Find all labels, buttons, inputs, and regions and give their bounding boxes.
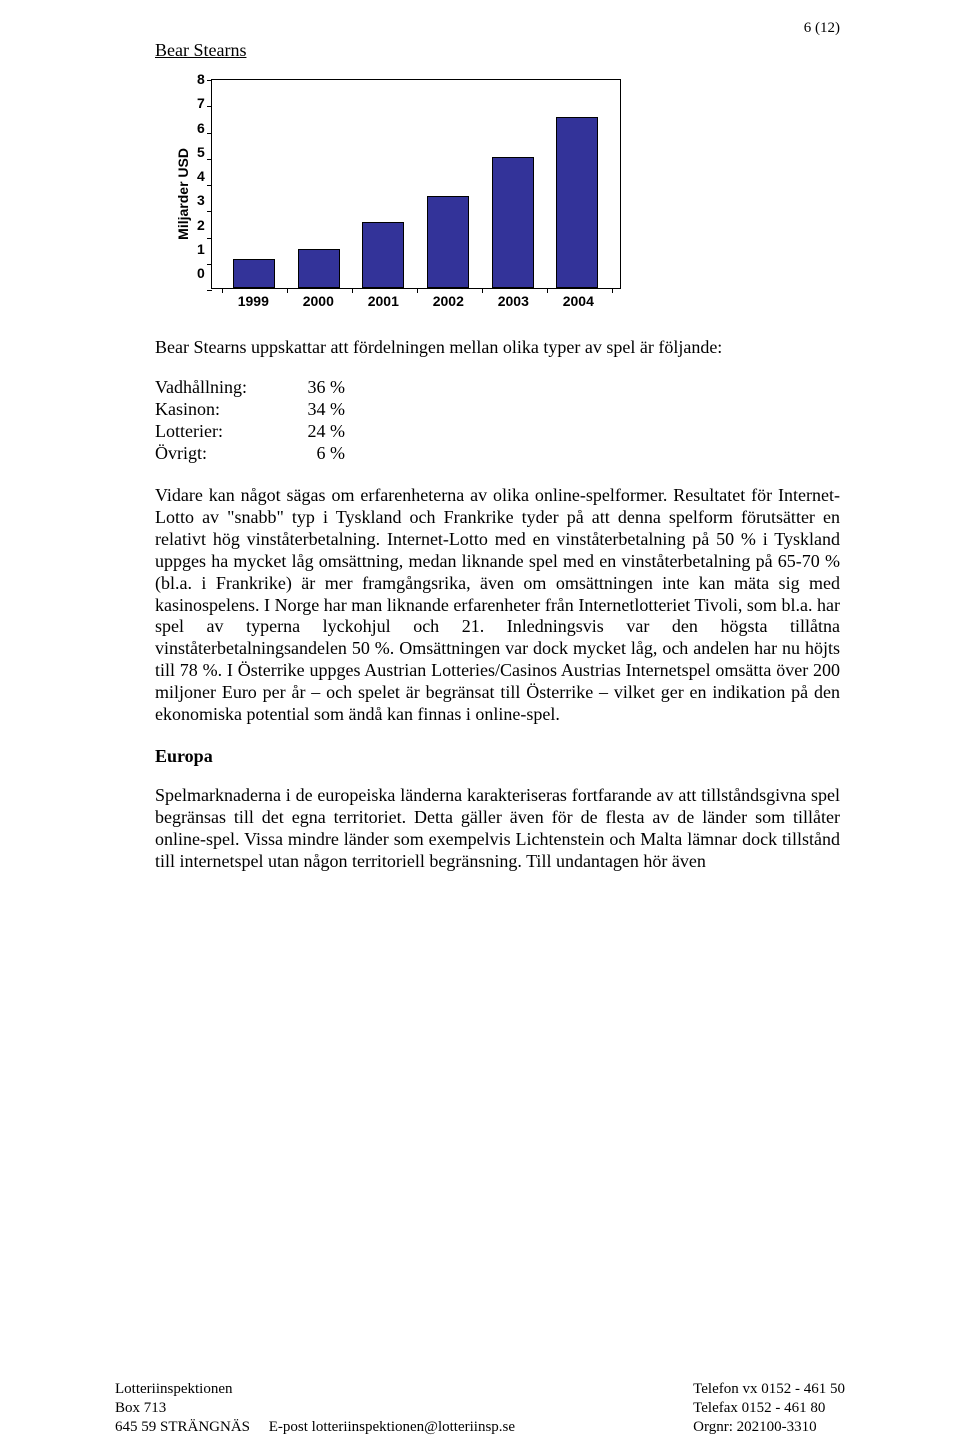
- footer-box: Box 713: [115, 1399, 515, 1418]
- distribution-value: 24 %: [285, 421, 345, 443]
- distribution-row: Kasinon:34 %: [155, 399, 840, 421]
- y-tick: 1: [197, 241, 205, 257]
- distribution-label: Övrigt:: [155, 443, 285, 465]
- distribution-value: 34 %: [285, 399, 345, 421]
- main-paragraph: Vidare kan något sägas om erfarenheterna…: [155, 485, 840, 726]
- footer-fax: Telefax 0152 - 461 80: [693, 1399, 845, 1418]
- footer-address-line: 645 59 STRÄNGNÄS E-post lotteriinspektio…: [115, 1418, 515, 1437]
- footer-right: Telefon vx 0152 - 461 50 Telefax 0152 - …: [693, 1380, 845, 1436]
- x-label: 2003: [492, 293, 534, 309]
- distribution-table: Vadhållning:36 %Kasinon:34 %Lotterier:24…: [155, 377, 840, 465]
- y-axis-ticks: 8 7 6 5 4 3 2 1 0: [197, 71, 211, 281]
- x-label: 2002: [427, 293, 469, 309]
- distribution-row: Övrigt:6 %: [155, 443, 840, 465]
- bar: [233, 259, 275, 288]
- distribution-value: 6 %: [285, 443, 345, 465]
- distribution-row: Lotterier:24 %: [155, 421, 840, 443]
- y-tick: 3: [197, 192, 205, 208]
- x-label: 2001: [362, 293, 404, 309]
- x-label: 1999: [232, 293, 274, 309]
- page-number: 6 (12): [804, 20, 840, 37]
- bar: [427, 196, 469, 288]
- y-tick: 8: [197, 71, 205, 87]
- page-footer: Lotteriinspektionen Box 713 645 59 STRÄN…: [0, 1380, 960, 1456]
- y-tick: 7: [197, 95, 205, 111]
- intro-sentence: Bear Stearns uppskattar att fördelningen…: [155, 337, 840, 359]
- footer-org: Lotteriinspektionen: [115, 1380, 515, 1399]
- bar: [492, 157, 534, 288]
- y-tick: 0: [197, 265, 205, 281]
- bar-chart: Miljarder USD 876543210 1999200020012002…: [175, 79, 840, 309]
- bar: [298, 249, 340, 288]
- distribution-label: Vadhållning:: [155, 377, 285, 399]
- footer-orgnr: Orgnr: 202100-3310: [693, 1418, 845, 1437]
- bar: [362, 222, 404, 288]
- footer-email: E-post lotteriinspektionen@lotteriinsp.s…: [269, 1419, 515, 1435]
- y-tick: 4: [197, 168, 205, 184]
- x-label: 2004: [557, 293, 599, 309]
- y-axis-label: Miljarder USD: [175, 148, 191, 240]
- distribution-value: 36 %: [285, 377, 345, 399]
- distribution-label: Lotterier:: [155, 421, 285, 443]
- distribution-label: Kasinon:: [155, 399, 285, 421]
- bar: [556, 117, 598, 288]
- x-axis-labels: 1999 2000 2001 2002 2003 2004: [211, 289, 621, 309]
- sub-heading-europa: Europa: [155, 746, 840, 767]
- europa-paragraph: Spelmarknaderna i de europeiska länderna…: [155, 785, 840, 873]
- footer-city: 645 59 STRÄNGNÄS: [115, 1419, 250, 1435]
- section-title: Bear Stearns: [155, 40, 840, 61]
- footer-phone: Telefon vx 0152 - 461 50: [693, 1380, 845, 1399]
- plot-area: [211, 79, 621, 289]
- distribution-row: Vadhållning:36 %: [155, 377, 840, 399]
- y-tick: 5: [197, 144, 205, 160]
- footer-left: Lotteriinspektionen Box 713 645 59 STRÄN…: [115, 1380, 515, 1436]
- y-tick: 6: [197, 120, 205, 136]
- y-tick: 2: [197, 217, 205, 233]
- x-label: 2000: [297, 293, 339, 309]
